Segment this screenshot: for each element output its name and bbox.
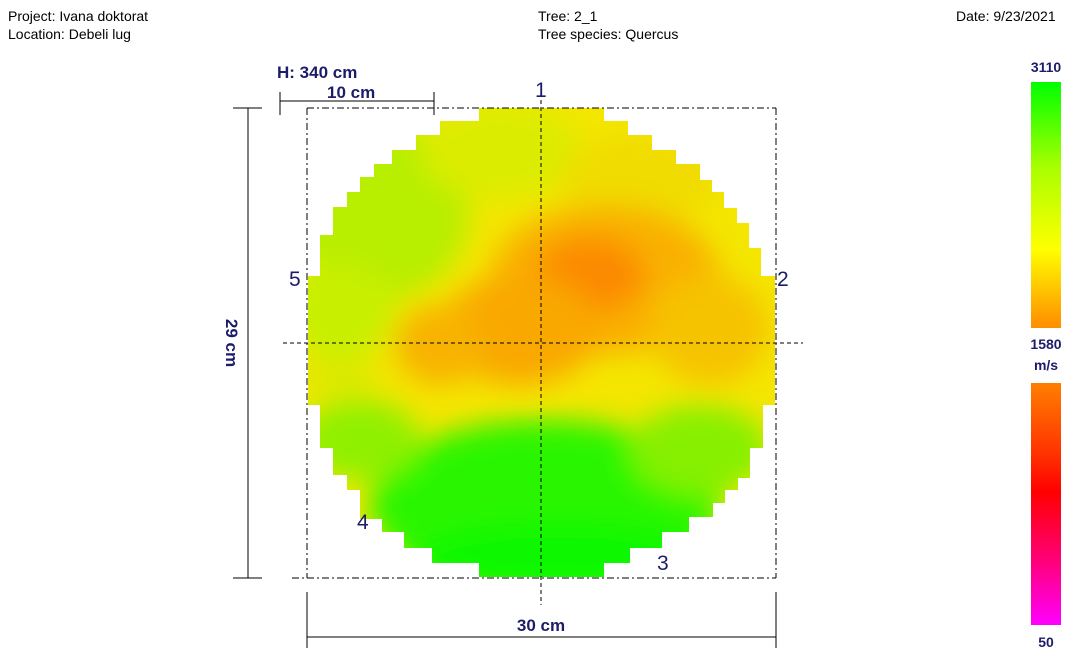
- tree-label: Tree: 2_1: [538, 8, 598, 24]
- center-crosshair: [283, 100, 803, 605]
- dimension-lines: [233, 92, 777, 648]
- sensor-5-label: 5: [289, 268, 301, 291]
- height-label: H: 340 cm: [277, 63, 357, 82]
- scale-mid-label: 1580: [1030, 336, 1061, 352]
- tree-info: Tree: 2_1 Tree species: Quercus: [538, 7, 678, 43]
- location-label: Location: Debeli lug: [8, 26, 131, 42]
- velocity-color-scale: 3110 1580 m/s 50: [1030, 59, 1061, 650]
- sensor-3-label: 3: [657, 552, 669, 575]
- sensor-4-label: 4: [357, 511, 369, 534]
- species-label: Tree species: Quercus: [538, 26, 679, 42]
- velocity-heatmap: [308, 108, 775, 577]
- grid-scale-label: 10 cm: [327, 83, 375, 102]
- scale-bar-upper: [1031, 82, 1061, 328]
- project-label: Project: Ivana doktorat: [8, 8, 149, 24]
- scale-min-label: 50: [1038, 634, 1054, 650]
- scale-unit-label: m/s: [1034, 357, 1058, 373]
- date-label: Date: 9/23/2021: [956, 8, 1056, 24]
- vertical-dimension-label: 29 cm: [222, 319, 241, 367]
- scale-max-label: 3110: [1031, 59, 1062, 75]
- project-info: Project: Ivana doktorat Location: Debeli…: [8, 7, 148, 43]
- scale-bar-lower: [1031, 383, 1061, 625]
- sensor-2-label: 2: [777, 268, 789, 291]
- horizontal-dimension-label: 30 cm: [517, 616, 565, 635]
- sensor-1-label: 1: [535, 79, 547, 102]
